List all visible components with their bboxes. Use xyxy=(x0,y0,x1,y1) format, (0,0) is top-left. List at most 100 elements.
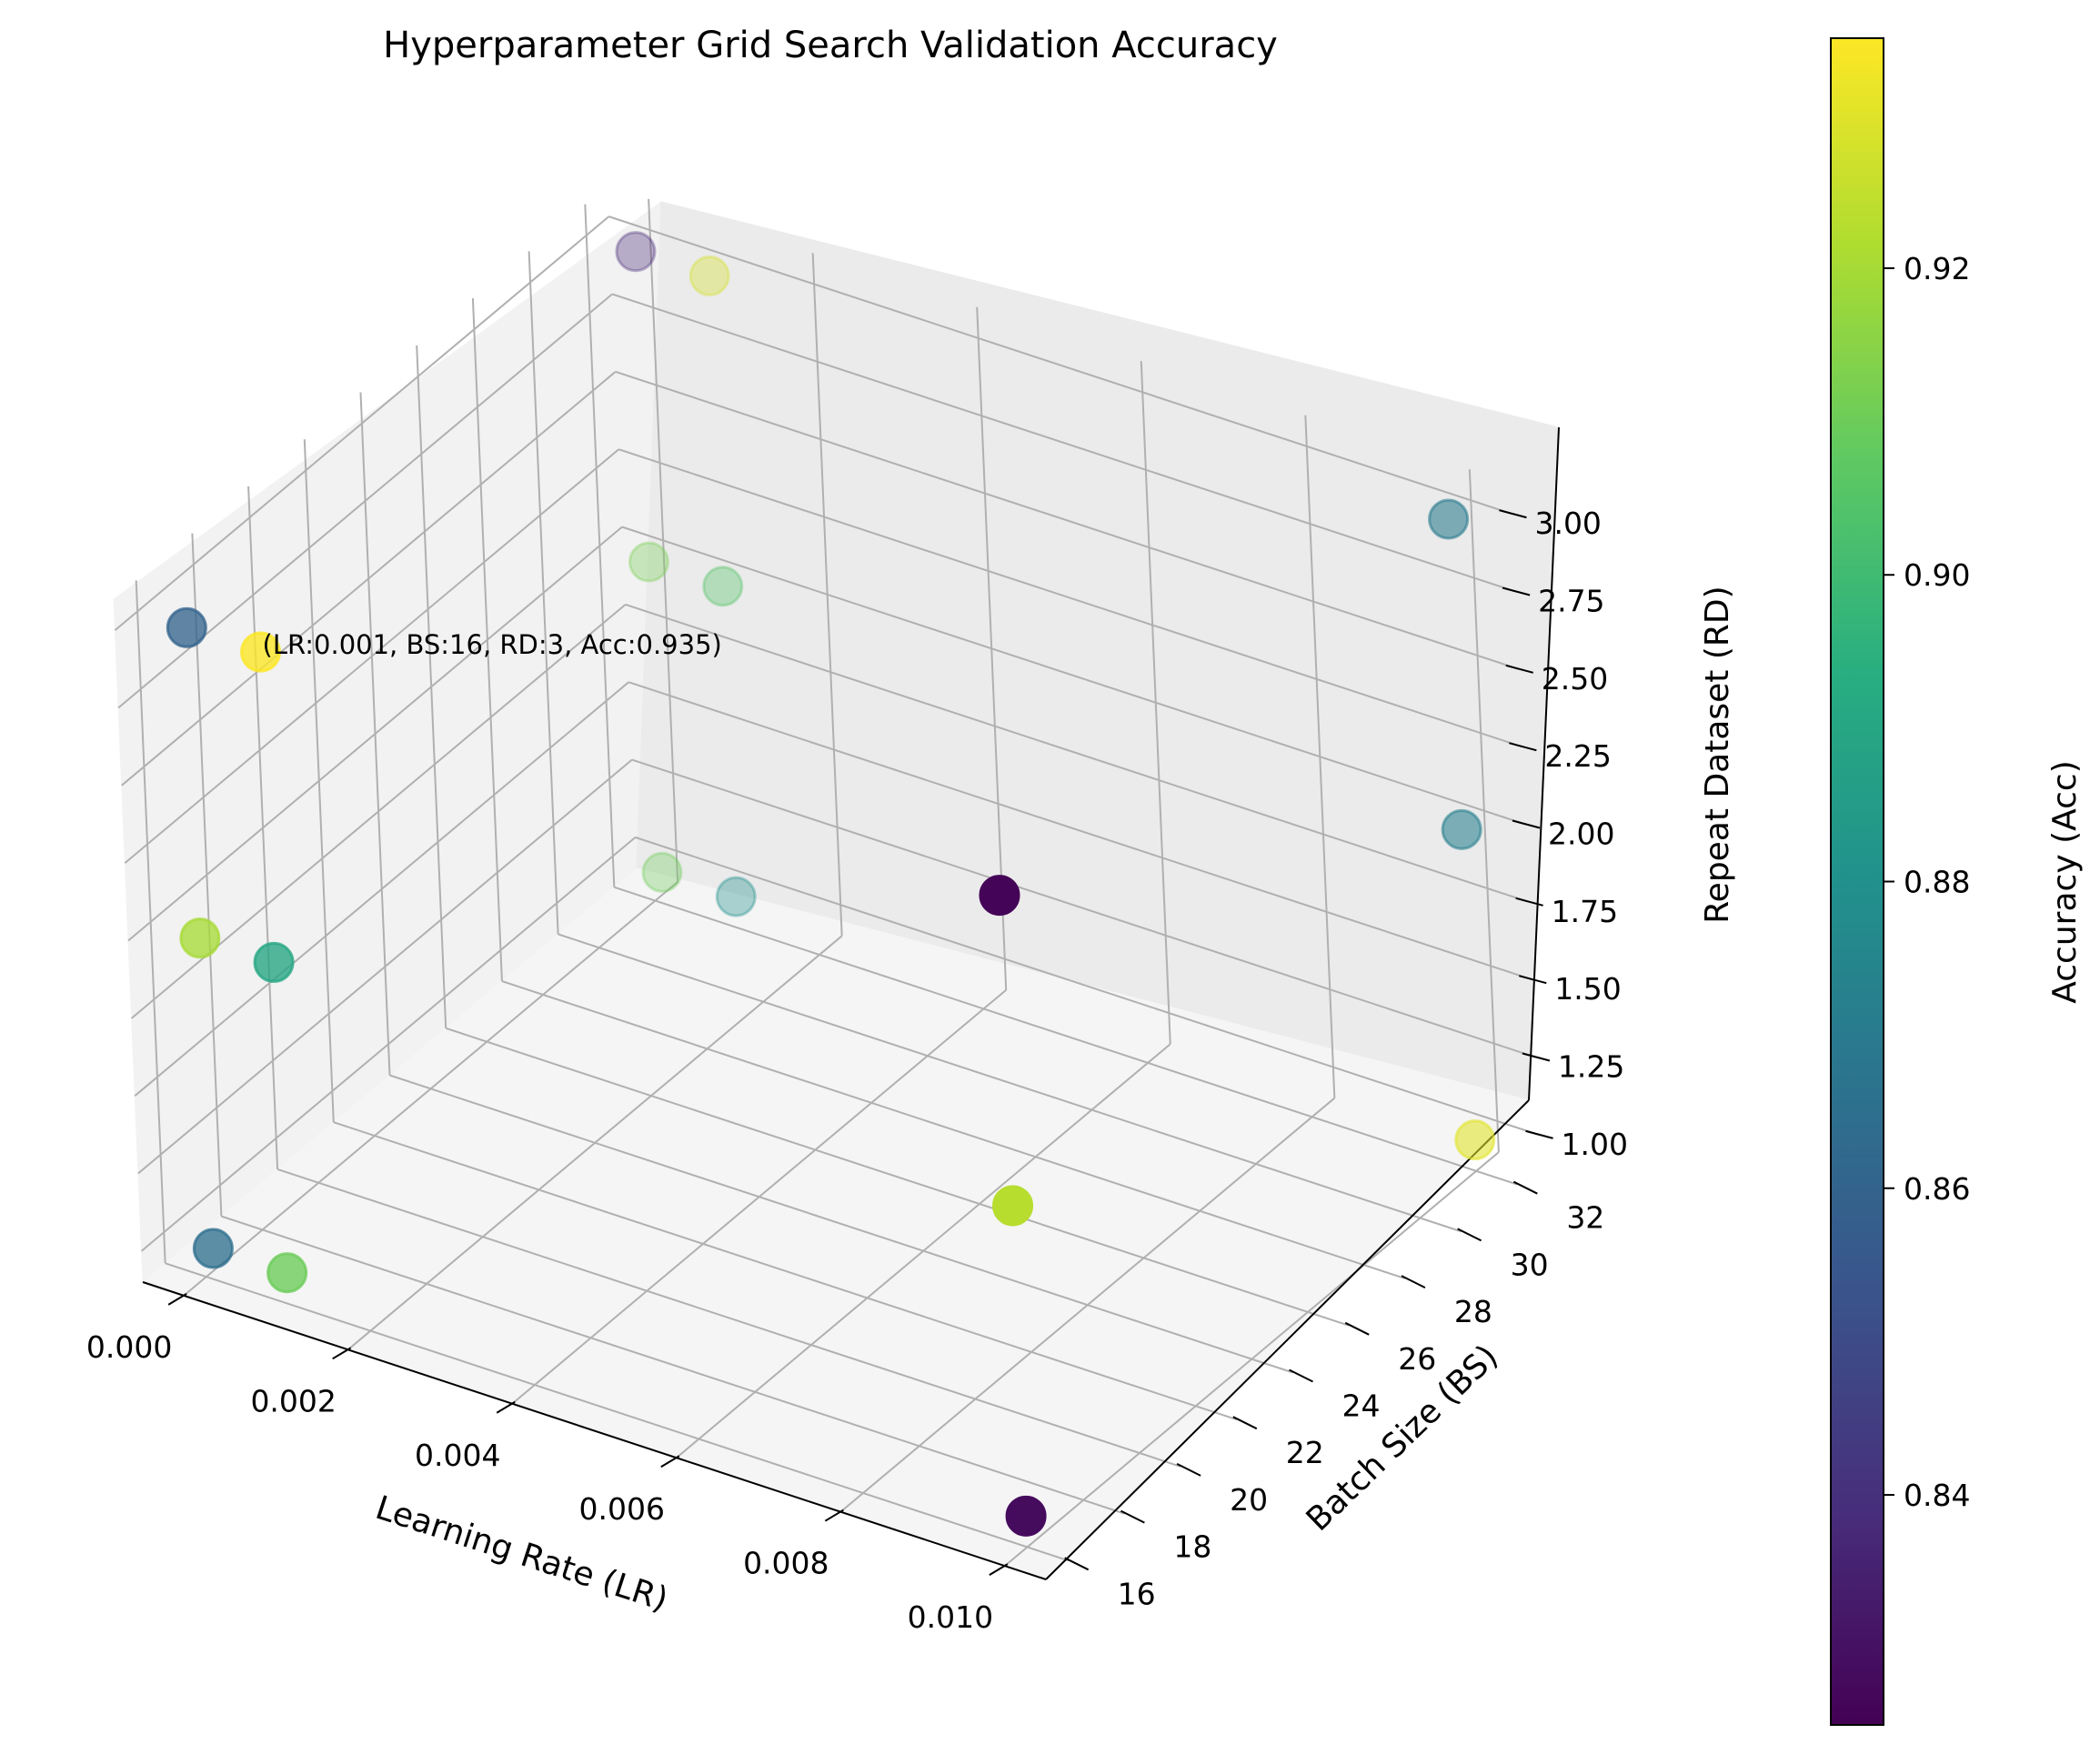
x-tick xyxy=(332,1347,352,1360)
colorbar-tick-label: 0.88 xyxy=(1904,865,1970,900)
y-tick-label: 28 xyxy=(1454,1294,1492,1329)
z-tick xyxy=(1502,586,1531,596)
colorbar-label: Accuracy (Acc) xyxy=(2046,760,2084,1003)
y-tick xyxy=(1289,1368,1313,1383)
z-tick xyxy=(1512,819,1541,829)
x-tick xyxy=(167,1293,187,1306)
x-tick-label: 0.000 xyxy=(86,1329,172,1365)
x-tick xyxy=(660,1455,680,1468)
y-tick-label: 24 xyxy=(1342,1388,1381,1424)
axes-panes xyxy=(113,200,1560,1580)
grid-line xyxy=(140,837,637,1252)
grid-line xyxy=(445,1027,1350,1327)
z-tick-label: 2.00 xyxy=(1548,817,1614,852)
grid-line xyxy=(635,836,1539,1136)
grid-line xyxy=(165,1262,1069,1562)
grid-line xyxy=(501,980,1406,1280)
grid-line xyxy=(134,681,629,1097)
y-tick-label: 26 xyxy=(1398,1341,1436,1377)
grid-line xyxy=(389,1074,1293,1374)
grid-line xyxy=(614,886,1518,1186)
grid-line xyxy=(114,215,610,631)
data-point xyxy=(1454,1119,1496,1161)
grid-line xyxy=(276,1168,1181,1468)
grid-line xyxy=(615,370,1520,670)
y-tick-label: 18 xyxy=(1173,1529,1211,1565)
colorbar-tick-label: 0.86 xyxy=(1904,1171,1970,1207)
grid-line xyxy=(121,371,617,787)
z-tick xyxy=(1505,664,1533,674)
z-tick xyxy=(1515,897,1543,907)
y-tick xyxy=(1176,1463,1201,1477)
data-point xyxy=(1441,808,1482,850)
z-ticks: 1.00 1.25 1.50 1.75 2.00 2.25 2.50 2.75 3.00 xyxy=(1499,506,1628,1162)
z-tick-label: 1.25 xyxy=(1558,1049,1624,1085)
data-point xyxy=(641,851,683,893)
z-tick-label: 1.50 xyxy=(1554,971,1621,1007)
x-tick xyxy=(989,1563,1009,1576)
y-tick-label: 20 xyxy=(1230,1482,1268,1518)
data-point xyxy=(253,941,295,983)
grid-line xyxy=(628,681,1532,981)
z-tick xyxy=(1519,975,1547,985)
chart-title: Hyperparameter Grid Search Validation Ac… xyxy=(383,25,1278,66)
data-point xyxy=(1428,498,1470,540)
y-ticks: 16 18 20 22 24 26 28 30 32 xyxy=(1064,1180,1604,1611)
z-tick xyxy=(1499,509,1527,519)
colorbar: 0.84 0.86 0.88 0.90 0.92 Accuracy (Acc) xyxy=(1830,37,2084,1726)
scatter-points xyxy=(166,231,1496,1537)
colorbar-tick-label: 0.84 xyxy=(1904,1478,1970,1513)
y-tick xyxy=(1512,1180,1538,1195)
grid-line xyxy=(127,526,623,942)
axis-lines xyxy=(142,426,1560,1580)
grid-line xyxy=(608,215,1512,516)
colorbar-tick-label: 0.92 xyxy=(1904,251,1970,286)
grid-line xyxy=(221,1215,1125,1515)
data-point xyxy=(979,875,1020,917)
y-tick-label: 32 xyxy=(1566,1200,1604,1236)
z-tick-label: 1.75 xyxy=(1552,894,1618,929)
z-axis-label: Repeat Dataset (RD) xyxy=(1699,586,1736,923)
data-point xyxy=(266,1252,308,1294)
data-point xyxy=(240,631,282,673)
y-tick xyxy=(1232,1416,1258,1430)
grid-line xyxy=(631,758,1536,1058)
data-point xyxy=(715,876,757,917)
x-tick xyxy=(496,1400,516,1414)
data-point xyxy=(192,1228,234,1269)
grid-line xyxy=(618,448,1522,748)
data-point xyxy=(688,255,730,296)
x-tick-label: 0.002 xyxy=(250,1383,336,1418)
z-tick xyxy=(1525,1129,1553,1139)
x-tick-label: 0.008 xyxy=(743,1546,829,1581)
colorbar-gradient xyxy=(1830,37,1884,1726)
colorbar-ticks: 0.84 0.86 0.88 0.90 0.92 xyxy=(1884,251,1970,1513)
z-tick-label: 2.25 xyxy=(1544,738,1611,774)
data-point xyxy=(628,541,669,583)
y-tick-label: 22 xyxy=(1286,1435,1324,1470)
y-tick xyxy=(1457,1228,1482,1242)
y-tick-label: 16 xyxy=(1118,1576,1156,1611)
y-tick-label: 30 xyxy=(1511,1247,1549,1282)
grid-line xyxy=(625,603,1529,903)
y-tick xyxy=(1401,1275,1426,1288)
data-point xyxy=(992,1185,1034,1227)
data-point xyxy=(702,566,744,607)
z-tick-label: 1.00 xyxy=(1562,1127,1628,1162)
x-tick-label: 0.004 xyxy=(415,1438,500,1473)
data-point xyxy=(615,231,657,273)
data-point xyxy=(179,917,221,959)
grid-line xyxy=(621,526,1526,826)
grid-line xyxy=(124,448,620,864)
data-point xyxy=(1005,1495,1047,1537)
z-tick-label: 2.50 xyxy=(1542,661,1608,697)
grid-line xyxy=(333,1121,1238,1421)
x-axis-line xyxy=(142,1281,1047,1580)
z-axis-line xyxy=(1528,426,1560,1101)
y-tick xyxy=(1120,1509,1145,1524)
grid-line xyxy=(137,758,633,1175)
y-tick xyxy=(1344,1321,1370,1336)
colorbar-tick-label: 0.90 xyxy=(1904,557,1970,593)
x-tick-label: 0.006 xyxy=(579,1491,665,1527)
